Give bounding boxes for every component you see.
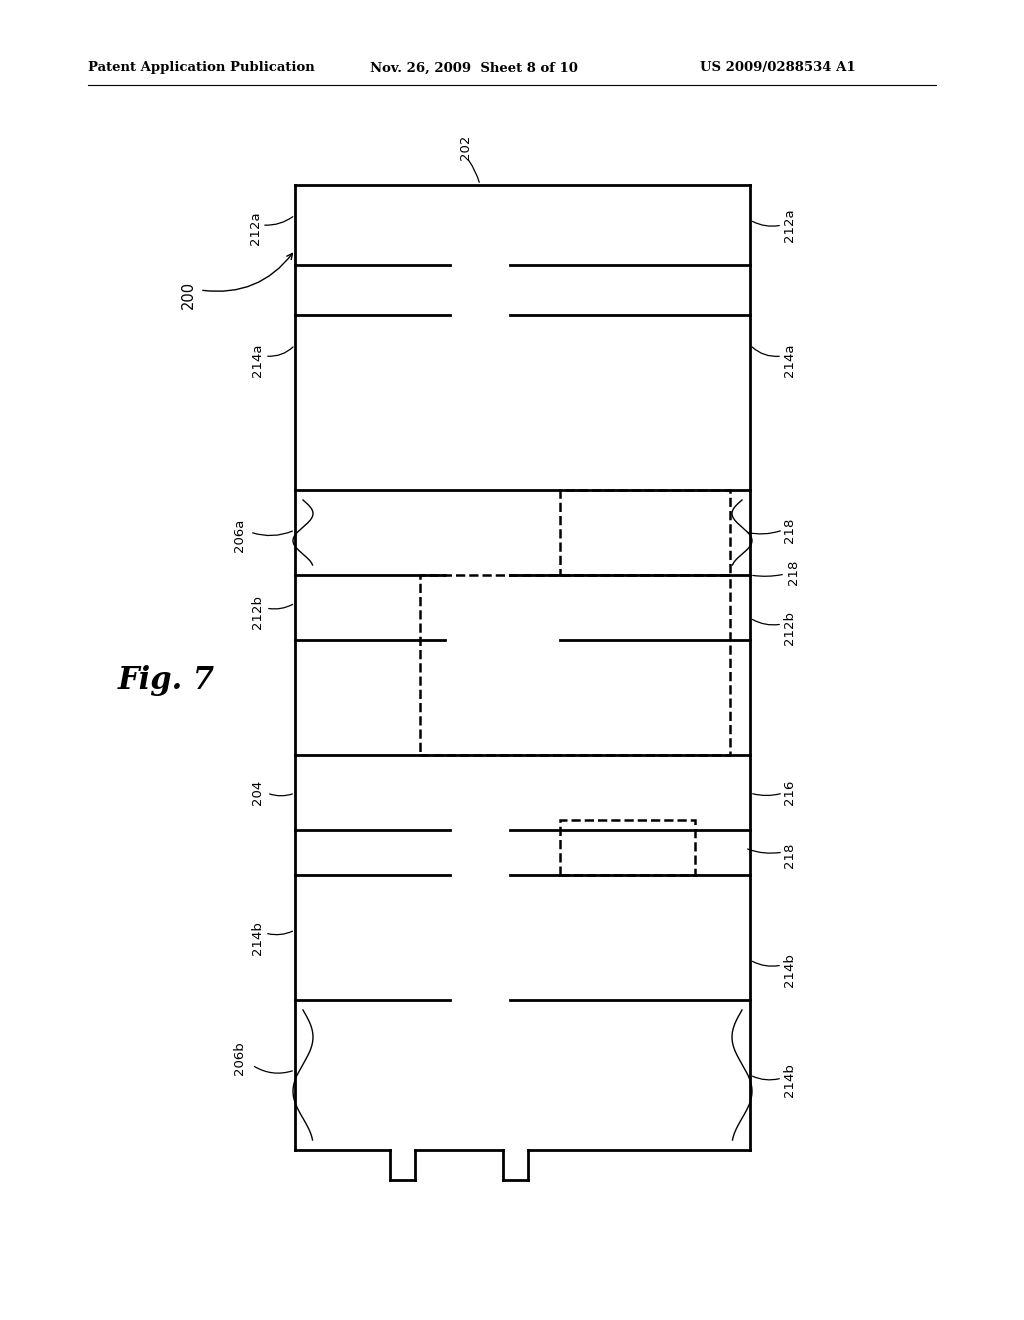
Text: 214a: 214a [783,343,797,376]
Text: 204: 204 [252,779,264,805]
Text: 218: 218 [783,517,797,543]
Text: Fig. 7: Fig. 7 [118,664,215,696]
Text: 212b: 212b [783,611,797,645]
Text: 206a: 206a [233,519,247,552]
Text: 216: 216 [783,779,797,805]
Text: Patent Application Publication: Patent Application Publication [88,62,314,74]
Text: US 2009/0288534 A1: US 2009/0288534 A1 [700,62,856,74]
Bar [560,490,730,576]
Text: 212a: 212a [249,211,261,244]
Text: 218: 218 [783,842,797,867]
Text: 200: 200 [180,281,196,309]
Text: 214a: 214a [252,343,264,376]
Text: 202: 202 [459,135,472,160]
Text: Nov. 26, 2009  Sheet 8 of 10: Nov. 26, 2009 Sheet 8 of 10 [370,62,578,74]
Text: 212a: 212a [783,209,797,242]
Text: 212b: 212b [252,595,264,630]
Text: 206b: 206b [233,1041,247,1074]
Bar [420,576,730,755]
Bar [560,820,695,875]
Text: 214b: 214b [252,921,264,954]
Text: 214b: 214b [783,953,797,987]
Text: 214b: 214b [783,1063,797,1097]
Text: 218: 218 [786,560,800,585]
